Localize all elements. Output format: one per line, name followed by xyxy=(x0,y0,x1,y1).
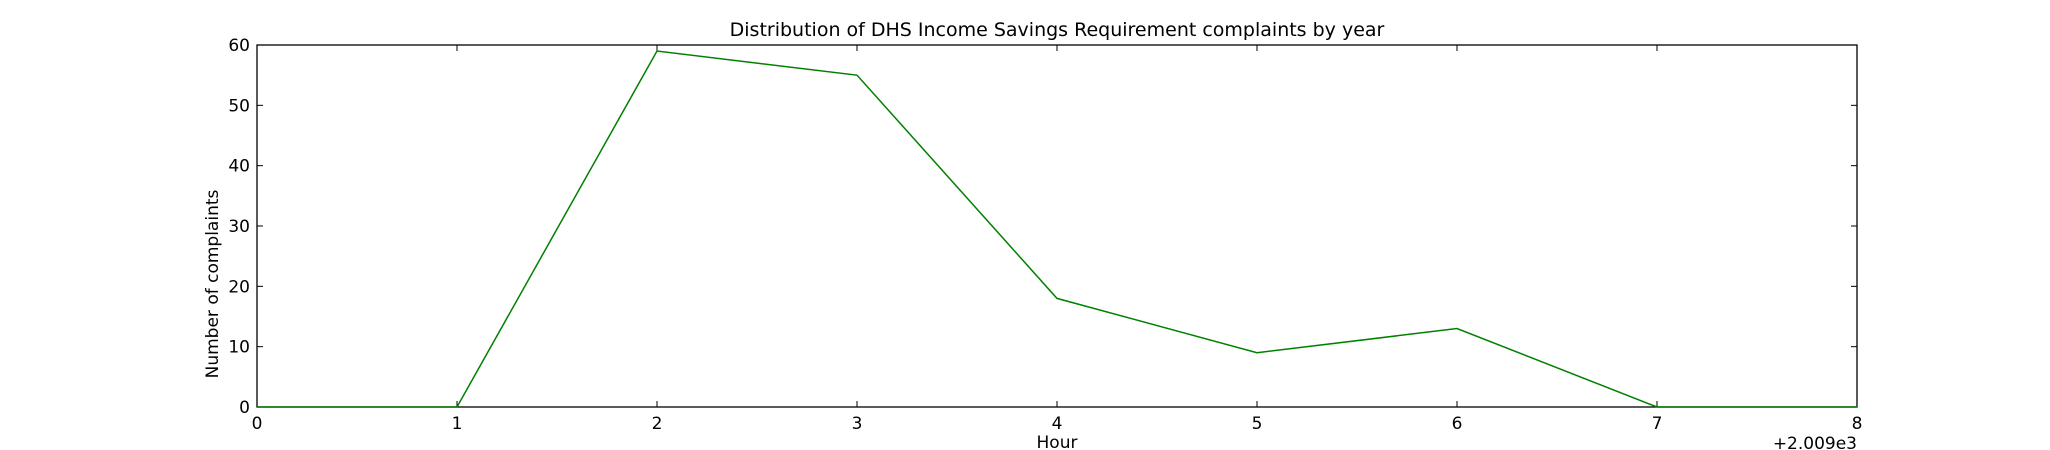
x-tick-label: 7 xyxy=(1652,414,1663,434)
x-tick-label: 1 xyxy=(452,414,463,434)
y-tick-label: 30 xyxy=(228,217,250,237)
x-tick-label: 4 xyxy=(1052,414,1063,434)
y-tick-label: 40 xyxy=(228,157,250,177)
x-tick-label: 2 xyxy=(652,414,663,434)
plot-area: 0 1 2 3 4 5 6 7 8 0 10 20 30 40 50 60 xyxy=(228,36,1862,434)
x-tick-label: 8 xyxy=(1852,414,1863,434)
plot-frame xyxy=(256,44,1858,408)
series-line xyxy=(257,50,1857,408)
y-axis-label: Number of complaints xyxy=(203,189,223,378)
x-axis-offset-label: +2.009e3 xyxy=(1773,434,1857,450)
y-tick-label: 10 xyxy=(228,338,250,358)
x-tick-label: 6 xyxy=(1452,414,1463,434)
y-tick-label: 0 xyxy=(239,398,250,418)
x-tick-label: 3 xyxy=(852,414,863,434)
chart-title: Distribution of DHS Income Savings Requi… xyxy=(730,19,1385,41)
x-tick-label: 5 xyxy=(1252,414,1263,434)
x-tick-label: 0 xyxy=(252,414,263,434)
y-tick-label: 50 xyxy=(228,96,250,116)
y-tick-label: 20 xyxy=(228,277,250,297)
x-axis-label: Hour xyxy=(1037,433,1078,450)
y-tick-label: 60 xyxy=(228,36,250,56)
